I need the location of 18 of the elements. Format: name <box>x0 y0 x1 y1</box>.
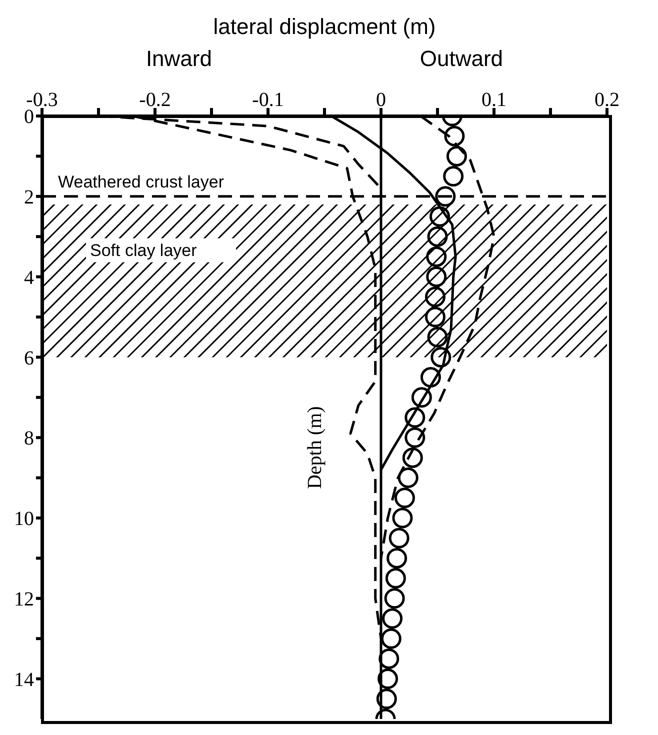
x-tick-label: 0.2 <box>594 89 620 111</box>
text: Inward <box>146 46 212 72</box>
y-tick-label: 4 <box>24 266 34 289</box>
y-tick-label: 6 <box>24 347 34 370</box>
ref-line-label: Weathered crust layer <box>58 172 224 192</box>
y-axis-title: Depth (m) <box>304 406 326 490</box>
y-tick-label: 10 <box>14 508 34 530</box>
text: Outward <box>420 46 504 72</box>
y-tick-label: 12 <box>14 588 34 610</box>
y-tick-label: 2 <box>24 186 34 208</box>
y-tick-label: 8 <box>24 428 34 450</box>
y-tick-label: 14 <box>14 668 34 691</box>
band-label: Soft clay layer <box>90 240 198 260</box>
x-tick-label: -0.2 <box>139 89 171 111</box>
x-axis-title: lateral displacment (m) <box>212 14 437 40</box>
x-tick-label: 0.1 <box>482 89 506 111</box>
x-tick-label: -0.1 <box>252 89 284 111</box>
x-tick-label: 0 <box>376 89 386 111</box>
